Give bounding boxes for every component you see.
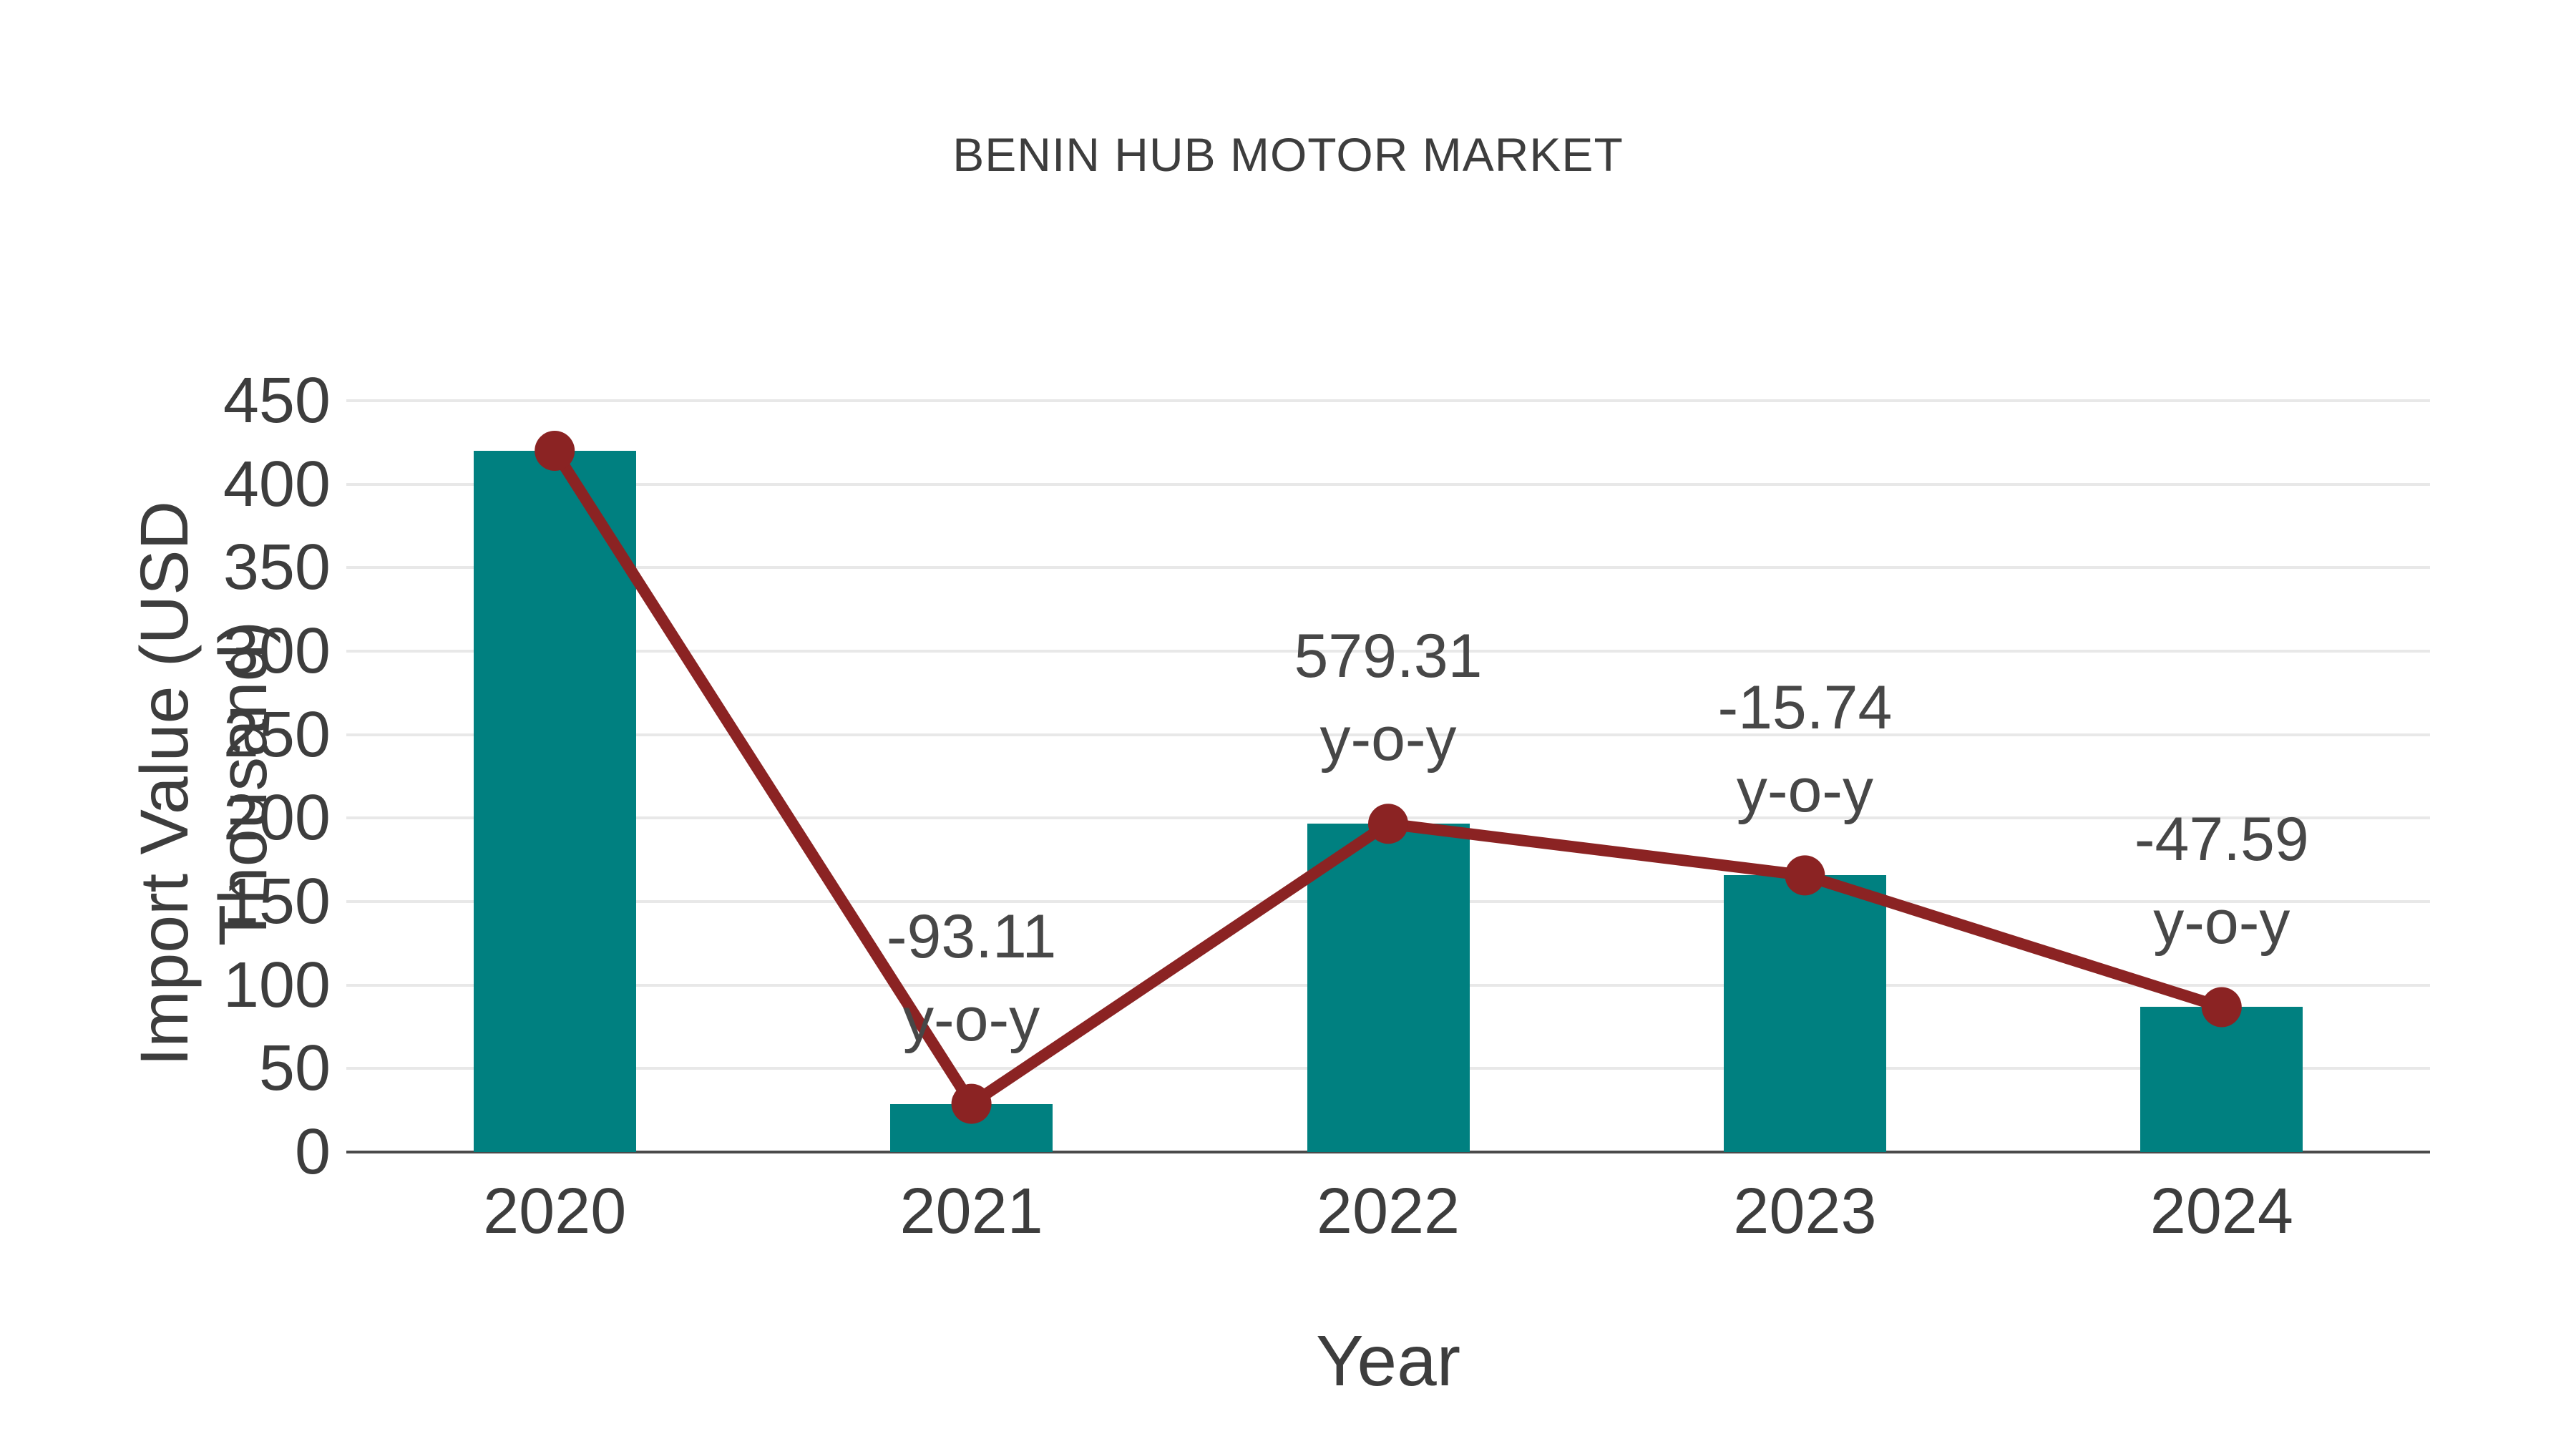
x-axis-title: Year bbox=[1315, 1321, 1461, 1401]
annotation-value-2021: -93.11 bbox=[886, 902, 1057, 971]
y-tick-label-0: 0 bbox=[294, 1116, 331, 1188]
annotation-2024: -47.59 y-o-y bbox=[2135, 798, 2309, 964]
gridline-450 bbox=[346, 399, 2430, 402]
bar-2022 bbox=[1307, 824, 1470, 1152]
data-point-2022 bbox=[1368, 804, 1408, 844]
y-tick-label-50: 50 bbox=[258, 1033, 331, 1105]
annotation-label-2024: y-o-y bbox=[2153, 888, 2290, 957]
x-tick-label-2023: 2023 bbox=[1733, 1176, 1877, 1247]
y-tick-label-300: 300 bbox=[223, 615, 331, 687]
data-point-2023 bbox=[1785, 855, 1825, 896]
y-tick-label-250: 250 bbox=[223, 698, 331, 771]
x-tick-label-2021: 2021 bbox=[899, 1176, 1043, 1247]
gridline-350 bbox=[346, 566, 2430, 570]
bar-2023 bbox=[1723, 875, 1886, 1152]
annotation-value-2023: -15.74 bbox=[1717, 673, 1893, 743]
annotation-2021: -93.11 y-o-y bbox=[887, 895, 1056, 1061]
y-tick-label-350: 350 bbox=[223, 532, 331, 604]
x-tick-label-2022: 2022 bbox=[1316, 1176, 1460, 1247]
annotation-2023: -15.74 y-o-y bbox=[1717, 666, 1892, 832]
annotation-label-2022: y-o-y bbox=[1319, 705, 1457, 774]
gridline-250 bbox=[346, 733, 2430, 736]
chart-title: BENIN HUB MOTOR MARKET bbox=[952, 128, 1624, 181]
y-tick-label-200: 200 bbox=[223, 782, 331, 854]
x-tick-label-2024: 2024 bbox=[2150, 1176, 2293, 1247]
y-tick-label-150: 150 bbox=[223, 866, 331, 937]
bar-2020 bbox=[473, 451, 636, 1152]
data-point-2024 bbox=[2201, 987, 2242, 1028]
data-point-2020 bbox=[535, 431, 575, 471]
annotation-label-2021: y-o-y bbox=[903, 985, 1040, 1054]
y-tick-label-100: 100 bbox=[223, 949, 331, 1021]
gridline-300 bbox=[346, 650, 2430, 653]
x-tick-label-2020: 2020 bbox=[483, 1176, 627, 1247]
y-tick-label-400: 400 bbox=[223, 448, 331, 520]
annotation-label-2023: y-o-y bbox=[1736, 756, 1873, 826]
annotation-value-2022: 579.31 bbox=[1294, 622, 1483, 691]
y-tick-label-450: 450 bbox=[223, 365, 331, 436]
x-axis-line bbox=[346, 1151, 2430, 1153]
annotation-2022: 579.31 y-o-y bbox=[1294, 615, 1482, 781]
trend-line-layer bbox=[535, 431, 2242, 1124]
data-point-2021 bbox=[951, 1083, 992, 1124]
bar-2024 bbox=[2140, 1007, 2303, 1152]
annotation-value-2024: -47.59 bbox=[2134, 805, 2309, 874]
gridline-400 bbox=[346, 482, 2430, 486]
